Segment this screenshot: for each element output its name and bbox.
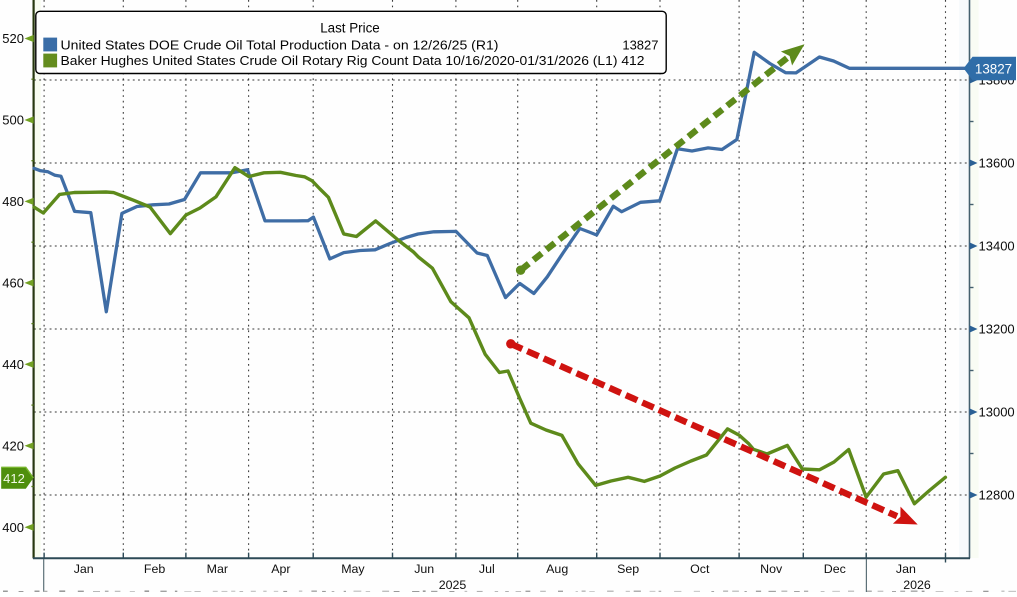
svg-text:Jul: Jul — [479, 562, 495, 576]
svg-text:United States DOE Crude Oil To: United States DOE Crude Oil Total Produc… — [61, 37, 499, 52]
svg-text:Apr: Apr — [271, 562, 290, 576]
svg-text:13000: 13000 — [979, 405, 1015, 420]
svg-text:500: 500 — [2, 113, 24, 128]
svg-text:Jan: Jan — [896, 562, 916, 576]
svg-text:Jan: Jan — [74, 562, 94, 576]
svg-text:Mar: Mar — [207, 562, 228, 576]
svg-text:Last Price: Last Price — [320, 20, 380, 35]
svg-text:Baker Hughes United States Cru: Baker Hughes United States Crude Oil Rot… — [61, 53, 645, 68]
svg-text:Sep: Sep — [617, 562, 639, 576]
svg-text:412: 412 — [3, 471, 25, 486]
svg-text:Oct: Oct — [690, 562, 710, 576]
svg-text:May: May — [341, 562, 365, 576]
svg-text:2026: 2026 — [903, 578, 931, 592]
svg-text:460: 460 — [2, 276, 24, 291]
svg-text:12800: 12800 — [979, 488, 1015, 503]
svg-text:Jun: Jun — [414, 562, 434, 576]
svg-text:Nov: Nov — [760, 562, 783, 576]
svg-text:2025: 2025 — [439, 578, 467, 592]
svg-text:Dec: Dec — [824, 562, 846, 576]
svg-text:13400: 13400 — [979, 239, 1015, 254]
svg-text:13200: 13200 — [979, 322, 1015, 337]
svg-text:Feb: Feb — [144, 562, 165, 576]
svg-text:440: 440 — [2, 357, 24, 372]
svg-text:13827: 13827 — [622, 37, 658, 52]
svg-text:400: 400 — [2, 520, 24, 535]
svg-text:Aug: Aug — [546, 562, 568, 576]
svg-text:420: 420 — [2, 438, 24, 453]
svg-text:13827: 13827 — [975, 61, 1012, 76]
svg-text:520: 520 — [2, 31, 24, 46]
svg-text:13600: 13600 — [979, 156, 1015, 171]
svg-text:480: 480 — [2, 194, 24, 209]
